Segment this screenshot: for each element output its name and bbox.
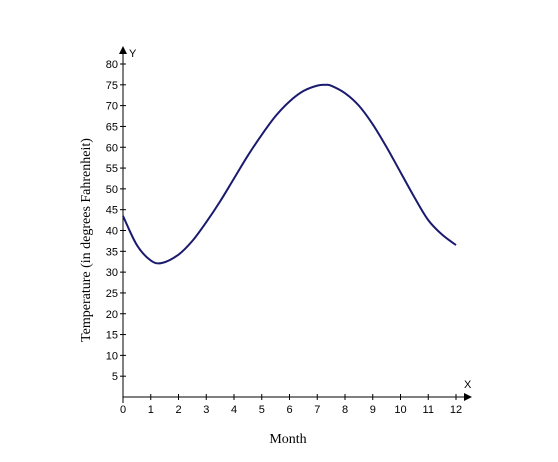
y-tick-label: 70 [106, 101, 118, 113]
series-line [122, 83, 457, 265]
x-axis-title: Month [269, 432, 306, 447]
series-layer [122, 83, 457, 265]
x-tick-label: 7 [314, 404, 320, 416]
y-tick-label: 10 [106, 350, 118, 362]
y-tick-label: 5 [112, 371, 118, 383]
y-tick-label: 15 [106, 330, 118, 342]
x-tick-label: 2 [175, 404, 181, 416]
x-tick-label: 11 [423, 404, 434, 416]
x-tick-label: 4 [231, 404, 237, 416]
y-tick-label: 50 [106, 184, 118, 196]
x-tick-label: 3 [203, 404, 209, 416]
y-axis-title: Temperature (in degrees Fahrenheit) [79, 138, 94, 342]
x-tick-label: 6 [286, 404, 292, 416]
y-tick-label: 75 [106, 80, 118, 92]
y-tick-label: 60 [106, 142, 118, 154]
x-tick-label: 1 [148, 404, 154, 416]
y-axis-arrow [119, 46, 127, 54]
x-tick-label: 5 [259, 404, 265, 416]
x-axis-name: X [464, 379, 472, 391]
y-tick-label: 45 [106, 205, 118, 217]
x-tick-label: 10 [394, 404, 406, 416]
x-axis-arrow [464, 393, 472, 401]
y-tick-label: 20 [106, 309, 118, 321]
y-tick-label: 30 [106, 267, 118, 279]
y-tick-label: 40 [106, 226, 118, 238]
y-tick-label: 35 [106, 246, 118, 258]
y-tick-label: 80 [106, 59, 118, 71]
y-tick-label: 55 [106, 163, 118, 175]
y-axis-name: Y [129, 48, 137, 60]
x-tick-label: 0 [120, 404, 126, 416]
x-tick-label: 12 [450, 404, 462, 416]
y-tick-label: 25 [106, 288, 118, 300]
x-tick-label: 9 [370, 404, 376, 416]
axes [119, 46, 472, 403]
y-tick-label: 65 [106, 121, 118, 133]
ticks: 0 1 2 3 4 5 6 7 8 9 10 11 12510152025303540455055606… [106, 59, 462, 416]
x-tick-label: 8 [342, 404, 348, 416]
